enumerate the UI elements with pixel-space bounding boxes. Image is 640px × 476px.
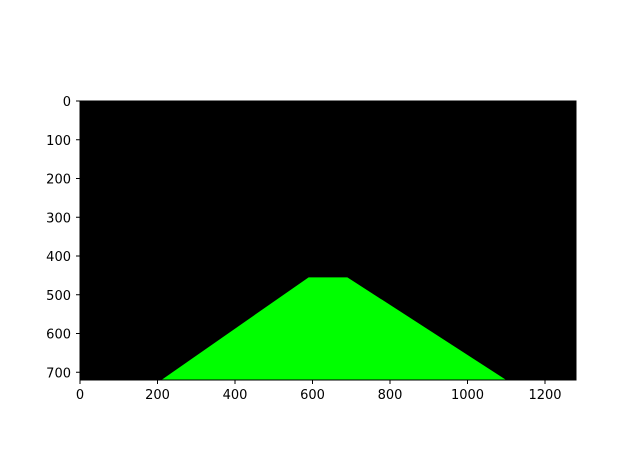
y-tick-label: 600 xyxy=(46,328,71,343)
x-tick-label: 800 xyxy=(378,388,403,403)
x-tick-label: 1200 xyxy=(528,388,561,403)
x-tick-label: 0 xyxy=(76,388,84,403)
axes-frame xyxy=(79,100,577,381)
y-tick-label: 400 xyxy=(46,250,71,265)
x-tick-label: 200 xyxy=(145,388,170,403)
x-axis: 0 200 400 600 800 1000 1200 xyxy=(76,380,562,403)
plot-area xyxy=(79,100,577,381)
y-tick-label: 500 xyxy=(46,289,71,304)
green-trapezoid-region xyxy=(161,277,507,380)
y-tick-label: 200 xyxy=(46,173,71,188)
y-tick-label: 0 xyxy=(63,95,71,110)
x-tick-label: 400 xyxy=(223,388,248,403)
x-tick-label: 1000 xyxy=(451,388,484,403)
x-tick-label: 600 xyxy=(300,388,325,403)
y-axis: 0 100 200 300 400 500 600 700 xyxy=(46,95,80,381)
y-tick-label: 700 xyxy=(46,366,71,381)
y-tick-label: 300 xyxy=(46,211,71,226)
y-tick-label: 100 xyxy=(46,134,71,149)
